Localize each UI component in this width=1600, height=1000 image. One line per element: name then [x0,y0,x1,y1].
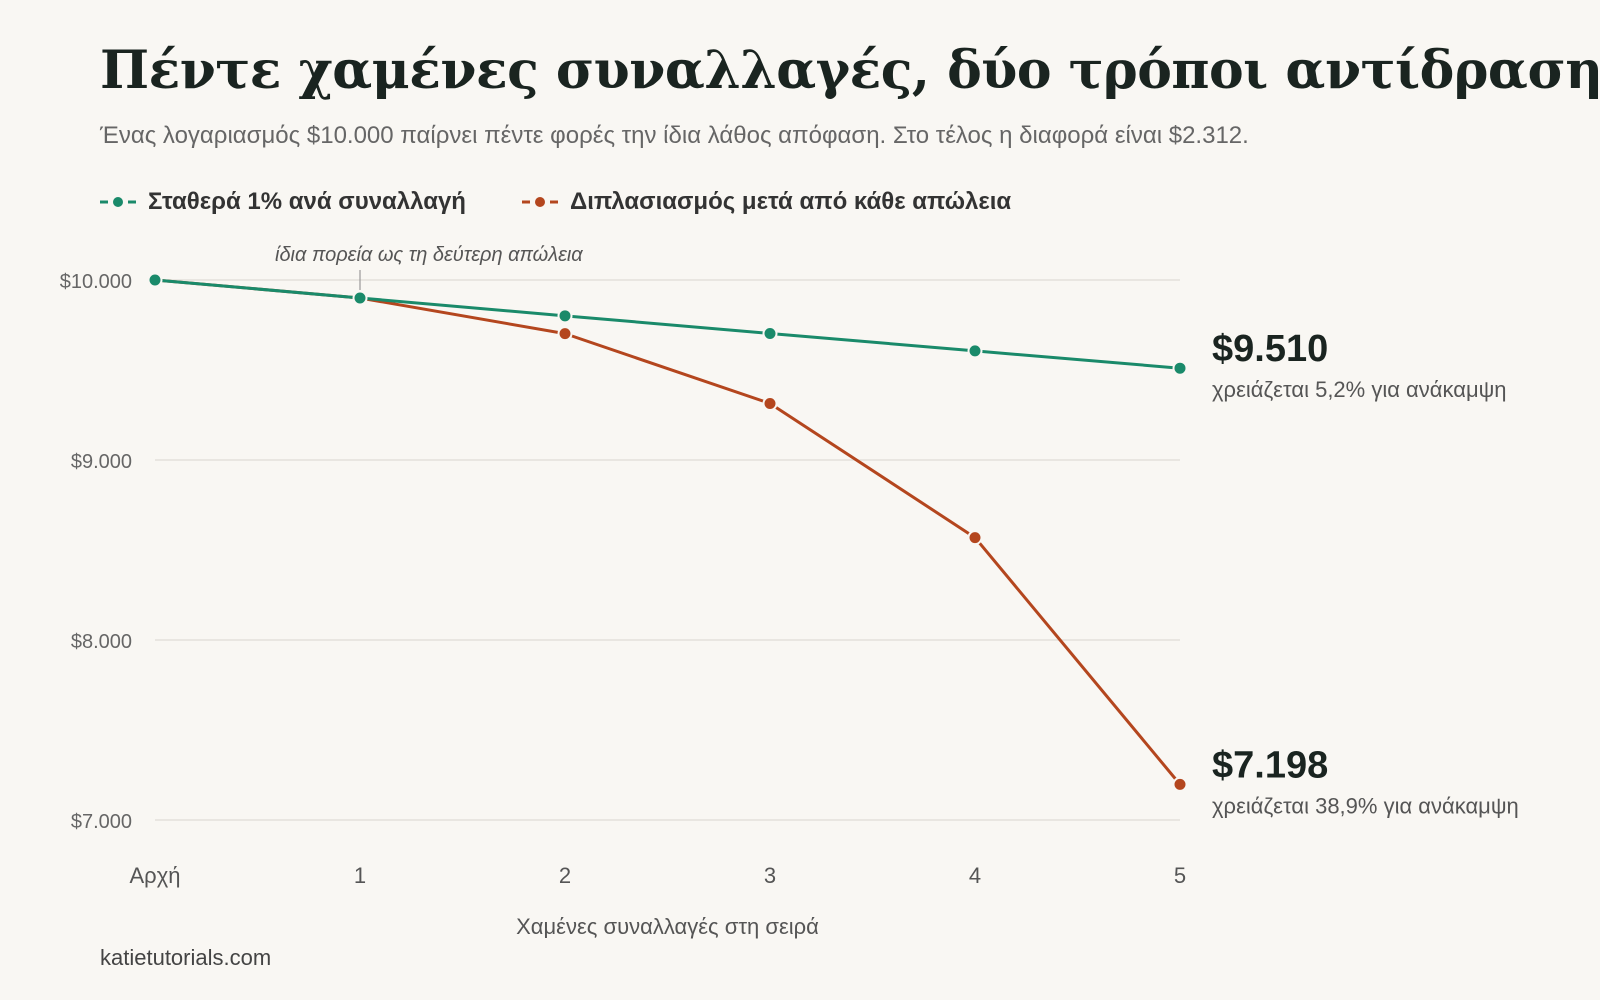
x-tick-label: 4 [969,863,981,888]
data-point [762,395,778,411]
legend-label-doubling: Διπλασιασμός μετά από κάθε απώλεια [569,188,1012,215]
data-point [352,290,368,306]
data-point [762,325,778,341]
legend-item-doubling: Διπλασιασμός μετά από κάθε απώλεια [521,188,1012,216]
data-point [967,530,983,546]
x-tick-label: 1 [354,863,366,888]
data-point [557,308,573,324]
end-value-label: $7.198 [1212,744,1328,786]
y-tick-label: $9.000 [71,451,132,473]
chart-subtitle: Ένας λογαριασμός $10.000 παίρνει πέντε φ… [100,122,1249,149]
data-point [147,272,163,288]
y-tick-label: $8.000 [71,631,132,653]
legend-label-fixed: Σταθερά 1% ανά συναλλαγή [148,188,466,215]
end-note-label: χρειάζεται 5,2% για ανάκαμψη [1212,377,1507,402]
legend-item-fixed: Σταθερά 1% ανά συναλλαγή [100,188,466,216]
y-tick-label: $10.000 [60,271,132,293]
data-point [557,326,573,342]
legend-swatch-doubling [521,197,558,207]
legend: Σταθερά 1% ανά συναλλαγή Διπλασιασμός με… [100,188,1011,216]
data-point [1172,776,1188,792]
end-note-label: χρειάζεται 38,9% για ανάκαμψη [1212,793,1519,818]
legend-swatch-fixed [100,197,136,207]
y-tick-label: $7.000 [71,811,132,833]
end-value-label: $9.510 [1212,328,1328,370]
chart-title: Πέντε χαμένες συναλλαγές, δύο τρόποι αντ… [100,40,1600,101]
annotation-text: ίδια πορεία ως τη δεύτερη απώλεια [275,244,583,266]
source-credit: katietutorials.com [100,945,272,970]
data-point [967,343,983,359]
x-tick-label: Αρχή [130,863,181,888]
x-axis-label: Χαμένες συναλλαγές στη σειρά [516,914,819,939]
series-line-0 [154,278,1181,370]
x-tick-label: 2 [559,863,571,888]
data-point [1172,360,1188,376]
x-tick-label: 5 [1174,863,1186,888]
x-tick-label: 3 [764,863,776,888]
